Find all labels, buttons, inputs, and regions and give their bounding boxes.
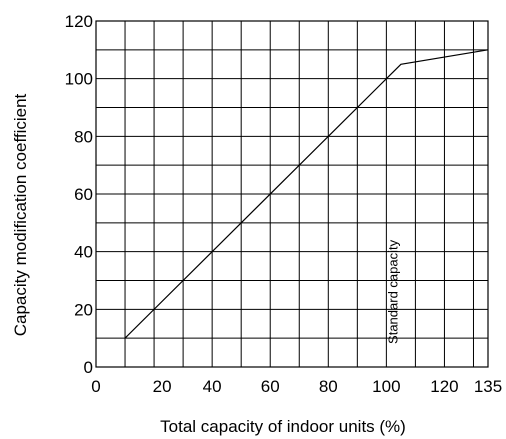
x-tick-label: 135 — [474, 377, 502, 396]
grid-lines — [96, 21, 488, 367]
x-axis-title: Total capacity of indoor units (%) — [160, 417, 406, 436]
series-layer — [124, 49, 489, 339]
y-tick-label: 0 — [84, 358, 93, 377]
x-tick-label: 60 — [261, 377, 280, 396]
annotation-layer: Standard capacity — [385, 239, 400, 344]
y-tick-label: 80 — [74, 127, 93, 146]
y-tick-label: 120 — [65, 12, 93, 31]
series-line-0 — [124, 49, 489, 339]
x-tick-label: 0 — [91, 377, 100, 396]
plot-frame — [95, 20, 489, 368]
y-tick-label: 40 — [74, 243, 93, 262]
x-tick-label: 20 — [153, 377, 172, 396]
y-tick-label: 20 — [74, 300, 93, 319]
x-tick-label: 120 — [430, 377, 458, 396]
x-tick-label: 40 — [203, 377, 222, 396]
y-axis-title: Capacity modification coefficient — [11, 93, 30, 336]
annotation-label-0: Standard capacity — [385, 239, 400, 344]
y-tick-label: 100 — [65, 70, 93, 89]
y-tick-labels: 0 20 40 60 80 100 120 — [65, 12, 93, 377]
x-tick-label: 80 — [319, 377, 338, 396]
x-tick-label: 100 — [372, 377, 400, 396]
x-tick-labels: 0 20 40 60 80 100 120 135 — [91, 377, 502, 396]
y-tick-label: 60 — [74, 185, 93, 204]
